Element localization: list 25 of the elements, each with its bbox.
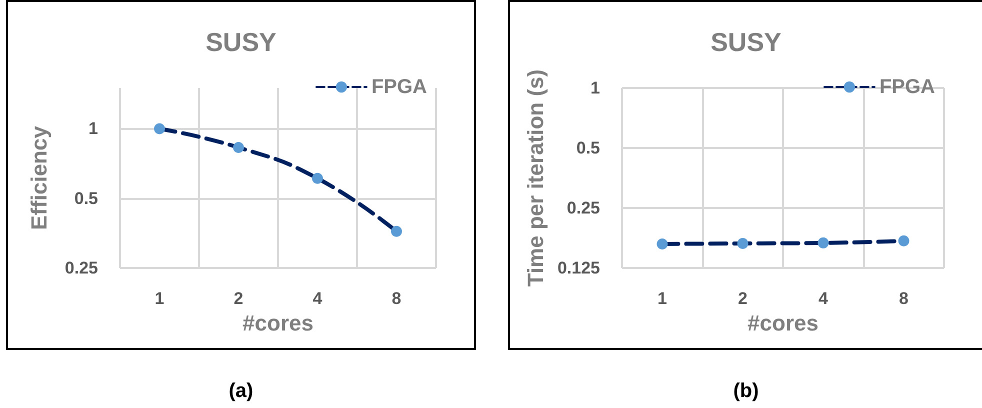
y-tick-label: 0.5 (74, 188, 98, 208)
y-tick-label: 0.125 (557, 258, 600, 278)
x-tick-label: 8 (392, 289, 402, 308)
x-tick-label: 4 (818, 289, 829, 308)
legend-label: FPGA (879, 76, 936, 98)
y-tick-label: 0.5 (576, 138, 600, 158)
y-tick-label: 1 (88, 119, 98, 138)
x-tick-label: 2 (234, 289, 244, 308)
x-tick-label: 2 (738, 289, 748, 308)
x-axis-title: #cores (242, 310, 314, 336)
chart-title: SUSY (710, 27, 782, 57)
text: (a) (228, 380, 254, 403)
y-tick-label: 0.25 (566, 198, 600, 218)
text: (b) (732, 380, 760, 403)
x-tick-label: 4 (312, 289, 323, 308)
y-axis-title: Efficiency (26, 125, 52, 230)
legend-label: FPGA (371, 76, 428, 98)
x-tick-label: 1 (154, 289, 164, 308)
y-tick-label: 0.25 (64, 258, 98, 278)
y-tick-label: 1 (590, 78, 600, 98)
y-axis-title: Time per iteration (s) (523, 69, 548, 287)
x-tick-label: 8 (899, 289, 908, 308)
x-tick-label: 1 (658, 289, 667, 308)
x-axis-title: #cores (748, 310, 818, 336)
chart-title: SUSY (206, 27, 276, 57)
